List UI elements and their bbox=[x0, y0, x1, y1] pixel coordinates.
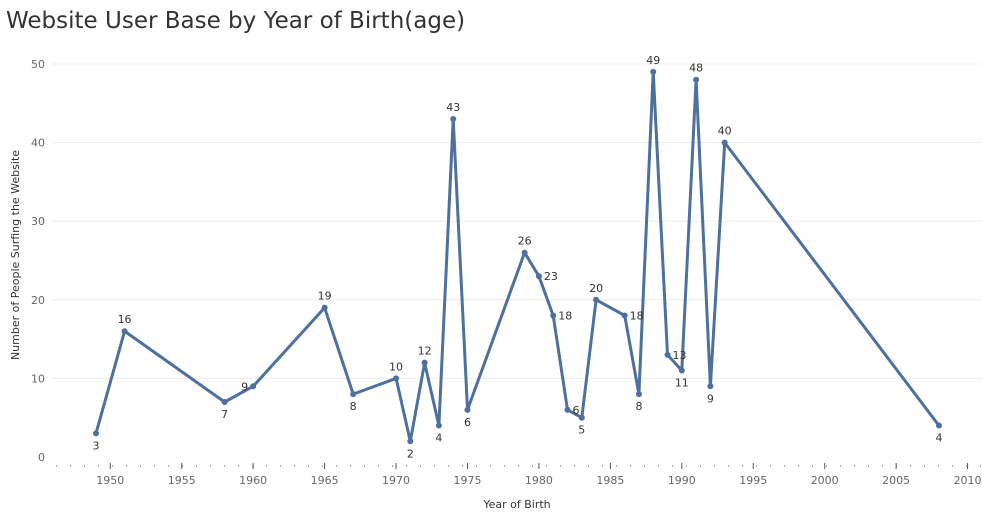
data-label: 4 bbox=[435, 432, 442, 445]
data-point bbox=[250, 383, 257, 390]
data-label: 3 bbox=[93, 439, 100, 452]
series-line bbox=[94, 70, 941, 443]
data-point bbox=[564, 406, 571, 413]
x-tick-label: 1975 bbox=[453, 474, 481, 487]
x-tick-label: 1995 bbox=[739, 474, 767, 487]
data-point bbox=[450, 116, 457, 123]
data-label: 23 bbox=[544, 270, 558, 283]
x-tick-label: 1955 bbox=[168, 474, 196, 487]
data-label: 18 bbox=[558, 310, 572, 323]
data-point bbox=[593, 296, 600, 303]
data-point bbox=[393, 375, 400, 382]
x-tick-label: 2000 bbox=[811, 474, 839, 487]
data-point bbox=[578, 414, 585, 421]
y-axis-label: Number of People Surfing the Website bbox=[9, 150, 22, 360]
data-label: 12 bbox=[418, 345, 432, 358]
data-label: 19 bbox=[318, 290, 332, 303]
x-tick-label: 1985 bbox=[596, 474, 624, 487]
data-points bbox=[93, 68, 942, 445]
x-tick-label: 1965 bbox=[311, 474, 339, 487]
gridlines bbox=[52, 63, 982, 379]
x-axis-label: Year of Birth bbox=[482, 498, 550, 511]
y-tick-label: 40 bbox=[31, 137, 45, 150]
x-tick-label: 1990 bbox=[668, 474, 696, 487]
x-tick-label: 1950 bbox=[96, 474, 124, 487]
data-label: 11 bbox=[675, 377, 689, 390]
data-label: 9 bbox=[707, 392, 714, 405]
data-point bbox=[650, 68, 657, 75]
x-tick-label: 2010 bbox=[954, 474, 982, 487]
data-label: 48 bbox=[689, 62, 703, 75]
data-point bbox=[707, 383, 714, 390]
data-label: 18 bbox=[630, 310, 644, 323]
data-labels: 3 16 7 9 19 8 10 2 12 4 43 6 26 23 18 6 5 20 18 8 49 13 11 48 9 4… bbox=[93, 54, 943, 460]
data-label: 2 bbox=[407, 447, 414, 460]
data-label: 8 bbox=[350, 400, 357, 413]
series-polyline bbox=[94, 70, 941, 443]
data-point bbox=[464, 406, 471, 413]
data-label: 13 bbox=[673, 349, 687, 362]
data-label: 7 bbox=[221, 408, 228, 421]
data-label: 9 bbox=[241, 380, 248, 393]
data-point bbox=[693, 76, 700, 83]
data-label: 6 bbox=[464, 416, 471, 429]
data-point bbox=[721, 139, 728, 146]
data-label: 16 bbox=[118, 313, 132, 326]
chart-title: Website User Base by Year of Birth(age) bbox=[6, 8, 466, 34]
y-tick-label: 20 bbox=[31, 294, 45, 307]
data-label: 43 bbox=[446, 101, 460, 114]
data-point bbox=[435, 422, 442, 429]
x-tick-label: 1970 bbox=[382, 474, 410, 487]
y-tick-label: 30 bbox=[31, 215, 45, 228]
data-label: 10 bbox=[389, 360, 403, 373]
data-point bbox=[678, 367, 685, 374]
data-label: 49 bbox=[646, 54, 660, 67]
data-point bbox=[321, 304, 328, 311]
data-point bbox=[421, 359, 428, 366]
data-point bbox=[407, 438, 414, 445]
data-point bbox=[93, 430, 99, 437]
data-point bbox=[635, 391, 642, 398]
x-tick-label: 2005 bbox=[882, 474, 910, 487]
y-tick-label: 50 bbox=[31, 58, 45, 71]
x-tick-label: 1980 bbox=[525, 474, 553, 487]
data-point bbox=[535, 273, 542, 280]
data-point bbox=[521, 249, 528, 256]
data-point bbox=[221, 398, 228, 405]
data-label: 6 bbox=[573, 404, 580, 417]
data-label: 26 bbox=[518, 235, 532, 248]
data-point bbox=[350, 391, 357, 398]
y-tick-label: 0 bbox=[38, 451, 45, 464]
data-point bbox=[550, 312, 557, 319]
data-point bbox=[121, 328, 128, 335]
data-label: 8 bbox=[635, 400, 642, 413]
x-tick-label: 1960 bbox=[239, 474, 267, 487]
data-label: 4 bbox=[936, 432, 943, 445]
data-label: 20 bbox=[589, 282, 603, 295]
data-label: 5 bbox=[578, 424, 585, 437]
data-point bbox=[621, 312, 628, 319]
data-point bbox=[936, 422, 942, 429]
data-point bbox=[664, 351, 671, 358]
data-label: 40 bbox=[718, 125, 732, 138]
y-tick-label: 10 bbox=[31, 372, 45, 385]
